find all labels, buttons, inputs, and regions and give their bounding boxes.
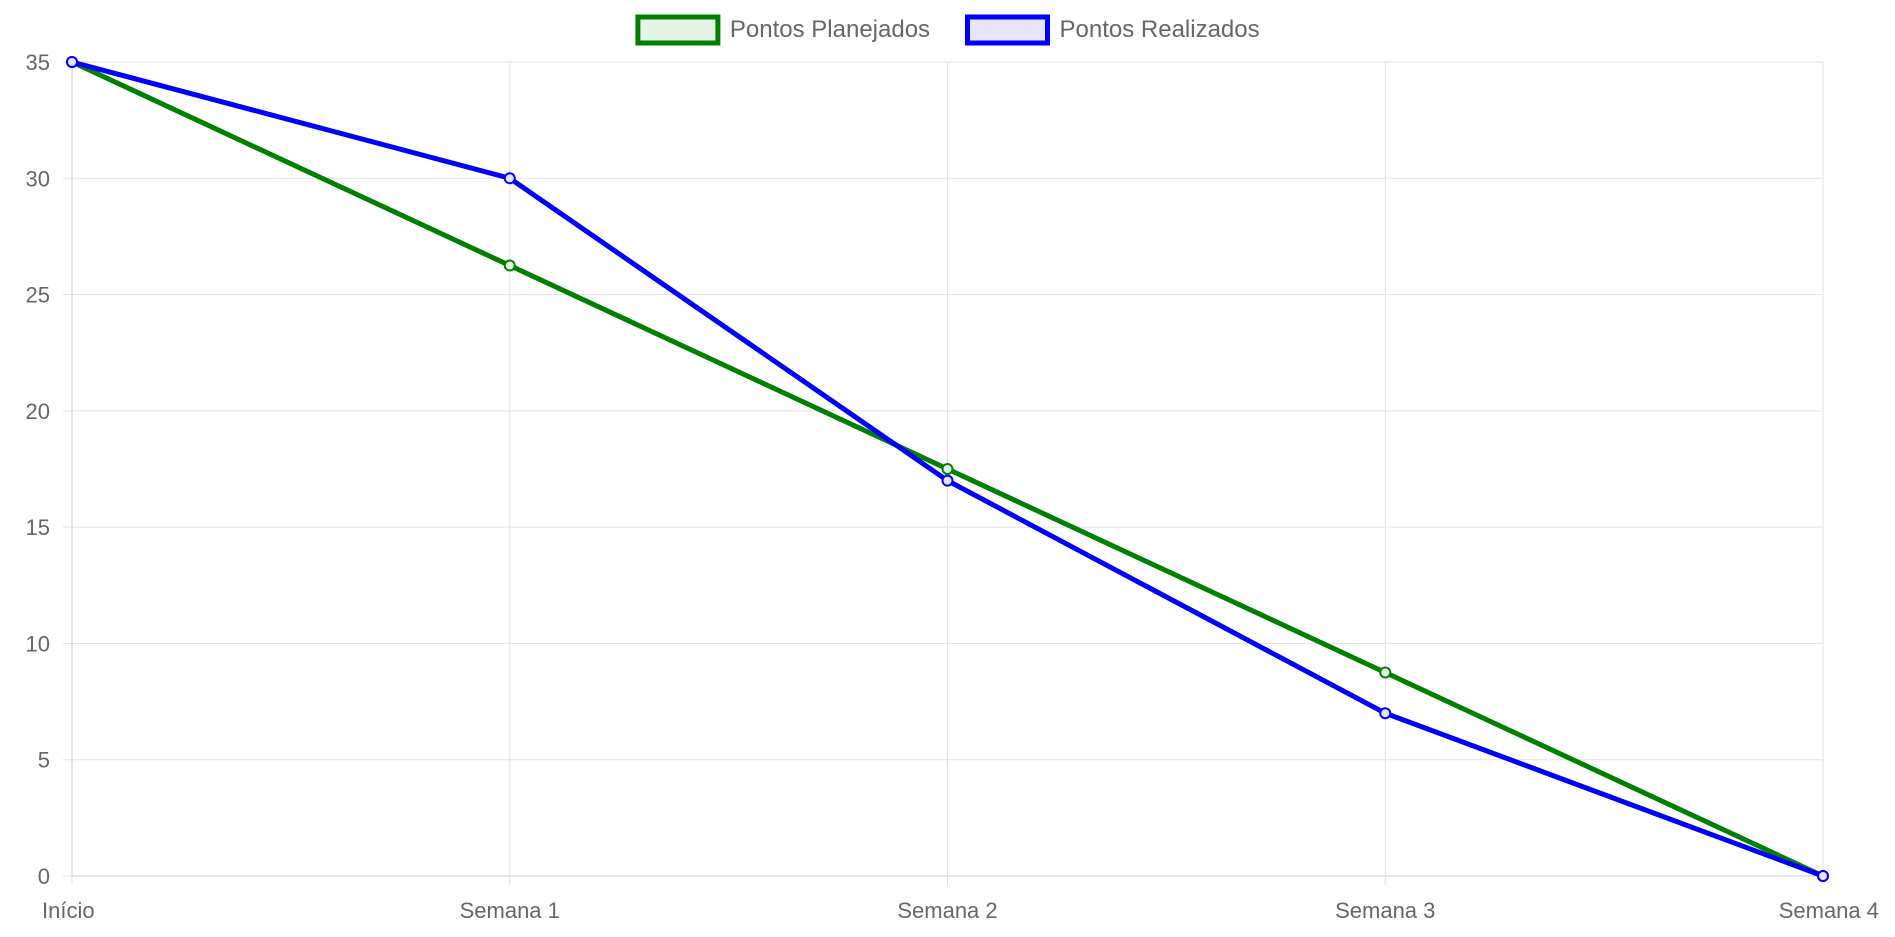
x-tick-label: Semana 4	[1779, 898, 1879, 923]
axes: 0 5 10 15 20 25 30 35 Início Semana 1 Semana 2 Sema…	[26, 50, 1879, 923]
series-point-1	[503, 172, 516, 185]
series-point-1	[1379, 707, 1392, 720]
legend-swatch-0	[635, 14, 721, 46]
legend: Pontos Planejados Pontos Realizados	[635, 14, 1260, 46]
x-tick-label: Semana 1	[460, 898, 560, 923]
legend-swatch-1	[965, 14, 1050, 46]
y-tick-label: 5	[38, 748, 50, 773]
series-point-0	[1379, 666, 1392, 679]
y-tick-label: 10	[26, 631, 50, 656]
legend-label-0: Pontos Planejados	[730, 16, 930, 43]
y-tick-label: 15	[26, 515, 50, 540]
series-layer	[66, 56, 1829, 882]
y-tick-label: 0	[38, 864, 50, 889]
y-tick-label: 30	[26, 166, 50, 191]
x-tick-label: Semana 3	[1335, 898, 1435, 923]
series-point-1	[1817, 870, 1829, 882]
y-tick-label: 20	[26, 399, 50, 424]
y-tick-label: 35	[26, 50, 50, 75]
series-point-1	[941, 474, 954, 487]
series-point-1	[66, 56, 78, 68]
y-tick-label: 25	[26, 283, 50, 308]
x-tick-label: Semana 2	[897, 898, 997, 923]
series-point-0	[503, 259, 516, 272]
grid	[71, 61, 1824, 877]
legend-label-1: Pontos Realizados	[1060, 16, 1260, 43]
x-tick-label: Início	[42, 898, 95, 923]
series-point-0	[941, 463, 954, 475]
